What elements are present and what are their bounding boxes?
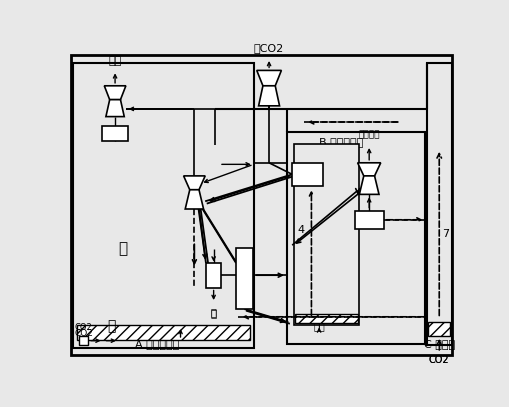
Text: 纯CO2: 纯CO2 bbox=[253, 44, 284, 53]
Text: 2: 2 bbox=[210, 270, 216, 280]
Text: 6: 6 bbox=[365, 215, 372, 225]
Text: 5: 5 bbox=[365, 181, 372, 191]
Text: 尾气: 尾气 bbox=[108, 56, 122, 66]
Polygon shape bbox=[357, 163, 380, 176]
Bar bbox=[293, 144, 358, 324]
Polygon shape bbox=[258, 86, 279, 106]
Bar bbox=[73, 63, 253, 348]
Bar bbox=[295, 315, 357, 323]
Bar bbox=[76, 324, 249, 340]
Polygon shape bbox=[106, 100, 124, 116]
Text: 煤: 煤 bbox=[118, 241, 127, 256]
Text: 10: 10 bbox=[109, 104, 121, 114]
Bar bbox=[286, 132, 425, 344]
Text: 4: 4 bbox=[297, 225, 303, 235]
Bar bbox=[236, 247, 252, 309]
Text: 7: 7 bbox=[441, 229, 448, 239]
Bar bbox=[79, 336, 88, 345]
Bar bbox=[354, 210, 383, 229]
Polygon shape bbox=[256, 70, 281, 86]
Text: C 煅烧器: C 煅烧器 bbox=[423, 339, 454, 349]
Text: 残余空气: 残余空气 bbox=[358, 131, 379, 140]
Text: 空气: 空气 bbox=[313, 321, 324, 331]
Bar bbox=[102, 126, 128, 141]
Bar bbox=[206, 263, 221, 287]
Text: CO2: CO2 bbox=[428, 355, 448, 365]
Text: 煤: 煤 bbox=[107, 319, 115, 333]
Text: A 燃料反应器: A 燃料反应器 bbox=[135, 339, 179, 349]
Text: CO2: CO2 bbox=[74, 323, 92, 332]
Text: 3: 3 bbox=[241, 273, 247, 283]
Text: 11: 11 bbox=[109, 129, 121, 138]
Text: CO2: CO2 bbox=[74, 328, 93, 337]
Text: 1: 1 bbox=[191, 195, 197, 206]
Polygon shape bbox=[359, 176, 378, 195]
Polygon shape bbox=[185, 190, 203, 209]
Bar bbox=[426, 63, 450, 345]
Polygon shape bbox=[183, 176, 205, 190]
Text: 灰: 灰 bbox=[210, 309, 216, 318]
Text: 8: 8 bbox=[266, 92, 272, 102]
Text: CO2: CO2 bbox=[428, 355, 448, 365]
Bar bbox=[428, 322, 449, 336]
Text: B 空气反应器: B 空气反应器 bbox=[319, 138, 362, 147]
Text: 9: 9 bbox=[304, 169, 310, 179]
Bar bbox=[292, 163, 322, 186]
Text: 灰: 灰 bbox=[210, 307, 216, 317]
Polygon shape bbox=[104, 86, 126, 100]
